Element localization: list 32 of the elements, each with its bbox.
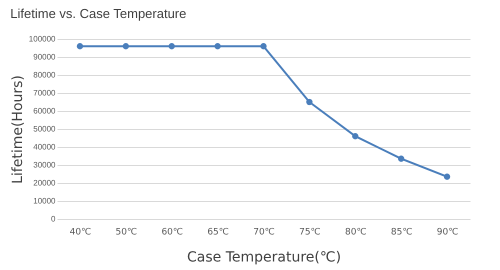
- point: [168, 43, 175, 50]
- y-tick-label: 100000: [28, 34, 56, 44]
- x-tick-label: 50℃: [116, 228, 138, 238]
- x-tick-label: 65℃: [207, 228, 229, 238]
- point: [444, 174, 450, 180]
- y-tick-label: 60000: [33, 106, 56, 116]
- y-tick-label: 10000: [33, 196, 56, 206]
- x-tick-label: 90℃: [436, 228, 458, 238]
- point: [76, 43, 84, 50]
- point: [398, 156, 404, 162]
- y-tick-label: 80000: [33, 70, 56, 80]
- y-tick-label: 50000: [33, 124, 56, 134]
- x-tick-label: 70℃: [253, 228, 275, 238]
- y-tick-label: 20000: [33, 178, 56, 188]
- x-axis-title: Case Temperature(℃): [186, 250, 342, 266]
- point: [214, 43, 221, 50]
- x-tick-label: 80℃: [344, 228, 367, 238]
- chart-title: Lifetime vs. Case Temperature: [10, 6, 186, 21]
- y-tick-label: 90000: [33, 52, 56, 62]
- y-tick-label: 40000: [33, 142, 56, 152]
- y-axis-title: Lifetime(Hours): [10, 75, 26, 184]
- point: [260, 43, 267, 50]
- x-tick-label: 85℃: [390, 228, 412, 238]
- x-tick-label: 60℃: [161, 228, 184, 238]
- point: [122, 43, 129, 50]
- point: [352, 133, 358, 140]
- x-tick-label: 75℃: [299, 228, 321, 238]
- y-tick-label: 30000: [33, 160, 56, 170]
- point: [306, 98, 313, 106]
- y-tick-label: 0: [51, 214, 56, 224]
- x-tick-label: 40℃: [70, 228, 92, 238]
- y-tick-label: 70000: [33, 88, 56, 98]
